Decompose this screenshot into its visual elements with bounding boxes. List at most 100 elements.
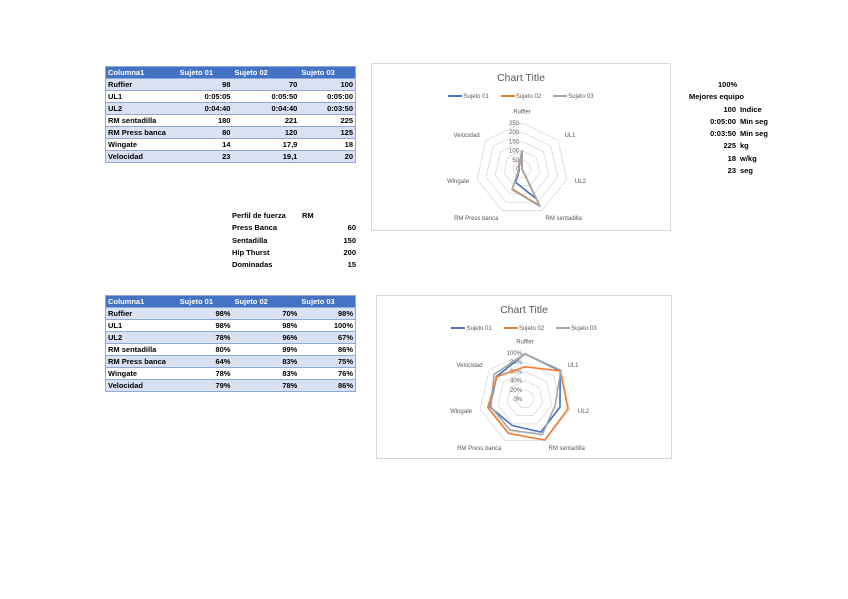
table-row: Ruffier 98% 70% 98%	[105, 307, 356, 320]
cell-value: 64%	[177, 355, 233, 368]
chart-title: Chart Title	[500, 304, 548, 316]
table-header-row: Columna1 Sujeto 01 Sujeto 02 Sujeto 03	[105, 295, 356, 308]
perfil-value: 150	[343, 235, 356, 245]
table-row: RM sentadilla 80% 99% 86%	[105, 343, 356, 356]
cell-value: 98%	[177, 307, 233, 320]
series-line-sujeto-03	[511, 149, 541, 208]
radar-chart-raw[interactable]: Chart Title Sujeto 01 Sujeto 02 Sujeto 03 0 5…	[371, 63, 671, 231]
legend-item[interactable]: Sujeto 02	[500, 94, 542, 100]
row-label: UL2	[105, 102, 178, 115]
perfil-label: Sentadilla	[232, 235, 268, 245]
radar-chart-percent[interactable]: Chart Title Sujeto 01 Sujeto 02 Sujeto 03 0%…	[376, 295, 672, 459]
grid-ring	[503, 150, 541, 186]
column-header: Columna1	[105, 66, 178, 79]
column-header: Columna1	[105, 295, 178, 308]
cell-value: 80	[177, 126, 233, 139]
legend-item[interactable]: Sujeto 01	[448, 94, 489, 100]
perfil-value: 60	[347, 223, 356, 233]
grid-ring	[479, 352, 571, 441]
cell-value: 0:04:40	[232, 102, 300, 115]
row-label: RM sentadilla	[105, 114, 178, 127]
cell-value: 70	[232, 78, 300, 91]
column-header: Sujeto 03	[299, 66, 356, 79]
axis-tick-label: 0	[516, 167, 520, 173]
column-header: Sujeto 03	[299, 295, 356, 308]
axis-tick-label: 100	[509, 149, 520, 155]
category-label: UL2	[578, 409, 590, 415]
series-line-sujeto-02	[486, 366, 569, 441]
legend-item[interactable]: Sujeto 03	[553, 94, 594, 100]
cell-value: 86%	[299, 379, 356, 392]
cell-value: 0:05:50	[232, 90, 300, 103]
cell-value: 79%	[177, 379, 233, 392]
cell-value: 86%	[299, 343, 356, 356]
perfil-label: Hip Thurst	[232, 247, 270, 257]
cell-value: 78%	[177, 367, 233, 380]
cell-value: 20	[299, 150, 356, 163]
category-label: Ruffier	[513, 110, 531, 116]
raw-data-table: Columna1 Sujeto 01 Sujeto 02 Sujeto 03 Ruffi…	[105, 66, 356, 163]
perfil-label: Dominadas	[232, 260, 273, 270]
category-label: RM sentadilla	[549, 446, 586, 452]
table-row: UL1 98% 98% 100%	[105, 319, 356, 332]
table-row: UL1 0:05:05 0:05:50 0:05:00	[105, 90, 356, 103]
category-label: RM Press banca	[454, 216, 499, 222]
grid-ring	[506, 380, 544, 416]
row-label: Ruffier	[105, 307, 178, 320]
legend-item[interactable]: Sujeto 01	[451, 326, 492, 332]
cell-value: 0:03:50	[299, 102, 356, 115]
row-label: RM Press banca	[105, 126, 178, 139]
best-unit: kg	[740, 141, 749, 151]
cell-value: 67%	[299, 331, 356, 344]
axis-tick-label: 100%	[507, 351, 523, 357]
legend-swatch	[500, 95, 515, 98]
best-value: 0:03:50	[710, 129, 736, 139]
cell-value: 125	[299, 126, 356, 139]
axis-tick-label: 250	[509, 121, 520, 127]
cell-value: 0:05:00	[299, 90, 356, 103]
category-label: Ruffier	[516, 340, 534, 346]
grid-ring	[512, 159, 532, 178]
legend-label: Sujeto 03	[571, 326, 597, 332]
perfil-value: 15	[347, 260, 356, 270]
legend-swatch	[503, 327, 518, 330]
percent-data-table: Columna1 Sujeto 01 Sujeto 02 Sujeto 03 Ruffi…	[105, 295, 356, 392]
table-row: RM Press banca 64% 83% 75%	[105, 355, 356, 368]
row-label: Ruffier	[105, 78, 178, 91]
legend-item[interactable]: Sujeto 02	[503, 326, 544, 332]
legend-swatch	[448, 95, 463, 98]
cell-value: 99%	[232, 343, 300, 356]
cell-value: 76%	[299, 367, 356, 380]
legend-item[interactable]: Sujeto 03	[556, 326, 597, 332]
legend-label: Sujeto 03	[568, 94, 594, 100]
axis-tick-label: 50	[512, 158, 519, 164]
row-label: RM Press banca	[105, 355, 178, 368]
series-line-sujeto-03	[490, 353, 562, 436]
category-label: UL2	[575, 179, 587, 185]
legend-label: Sujeto 01	[466, 326, 492, 332]
axis-tick-label: 40%	[510, 379, 523, 385]
best-unit: Indice	[740, 104, 762, 114]
category-label: Wingate	[447, 179, 470, 185]
legend-label: Sujeto 02	[515, 94, 542, 100]
cell-value: 221	[232, 114, 300, 127]
category-label: Wingate	[450, 409, 473, 415]
cell-value: 225	[299, 114, 356, 127]
chart-title: Chart Title	[497, 72, 545, 84]
grid-ring	[497, 370, 553, 425]
cell-value: 80%	[177, 343, 233, 356]
cell-value: 18	[299, 138, 356, 151]
category-label: UL1	[567, 363, 579, 369]
grid-ring	[476, 122, 568, 211]
cell-value: 83%	[232, 367, 300, 380]
table-row: Velocidad 23 19,1 20	[105, 150, 356, 163]
table-row: Velocidad 79% 78% 86%	[105, 379, 356, 392]
cell-value: 98%	[232, 319, 300, 332]
table-row: Ruffier 98 70 100	[105, 78, 356, 91]
best-unit: w/kg	[740, 153, 757, 163]
axis-tick-label: 0%	[513, 397, 522, 403]
perfil-rm-header: RM	[302, 211, 314, 220]
best-unit: Min seg	[740, 116, 768, 126]
perfil-header: Perfil de fuerza	[232, 211, 286, 220]
chart-legend: Sujeto 01 Sujeto 02 Sujeto 03	[377, 326, 671, 332]
